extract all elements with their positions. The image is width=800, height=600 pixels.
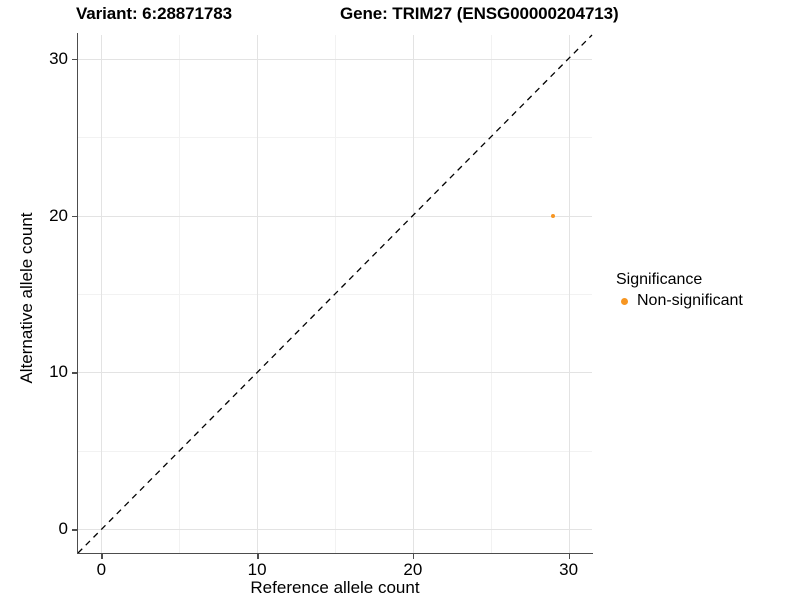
x-axis-title: Reference allele count	[250, 578, 420, 597]
x-axis-tick-label: 20	[403, 560, 423, 579]
data-point[interactable]	[551, 213, 556, 218]
gridline-minor-horizontal	[78, 137, 592, 139]
x-axis-tick-label: 0	[96, 560, 107, 579]
x-axis-tick	[101, 554, 103, 559]
gridline-major-vertical	[412, 35, 414, 553]
gridline-major-vertical	[257, 35, 259, 553]
gene-title: Gene: TRIM27 (ENSG00000204713)	[340, 4, 619, 23]
plot-panel	[78, 35, 592, 553]
y-axis-tick-label: 0	[58, 519, 68, 539]
gridline-major-horizontal	[78, 58, 592, 60]
title-row: Variant: 6:28871783 Gene: TRIM27 (ENSG00…	[0, 4, 640, 26]
x-axis-tick	[568, 554, 571, 559]
gridline-major-horizontal	[78, 529, 592, 531]
y-axis-title: Alternative allele count	[17, 212, 36, 384]
y-axis-tick	[72, 372, 77, 374]
gridline-major-horizontal	[78, 215, 592, 217]
y-axis-tick-label: 10	[49, 362, 68, 382]
y-axis-line	[77, 33, 79, 554]
y-axis-tick	[72, 215, 77, 217]
gridline-major-vertical	[568, 35, 570, 553]
x-axis-tick-label: 30	[559, 560, 579, 579]
legend-dot-icon	[616, 293, 632, 309]
gridline-minor-horizontal	[78, 294, 592, 295]
y-axis-tick-label: 30	[49, 48, 68, 68]
x-axis-line	[77, 553, 593, 555]
legend-item[interactable]: Non-significant	[616, 291, 796, 311]
x-axis-tick-label: 10	[247, 560, 267, 579]
gridline-minor-horizontal	[78, 450, 592, 452]
legend-item-label: Non-significant	[637, 292, 743, 309]
legend-title: Significance	[616, 271, 703, 288]
legend-items: Non-significant	[616, 291, 796, 311]
y-axis-tick	[72, 529, 77, 531]
gridline-major-vertical	[101, 35, 103, 553]
y-axis-tick-label: 20	[49, 205, 68, 225]
x-axis-tick	[257, 554, 259, 559]
y-axis-tick	[72, 58, 77, 60]
legend: Significance Non-significant	[616, 270, 796, 311]
variant-title: Variant: 6:28871783	[76, 4, 232, 23]
x-axis-tick	[412, 554, 415, 559]
gridline-major-horizontal	[78, 372, 592, 374]
